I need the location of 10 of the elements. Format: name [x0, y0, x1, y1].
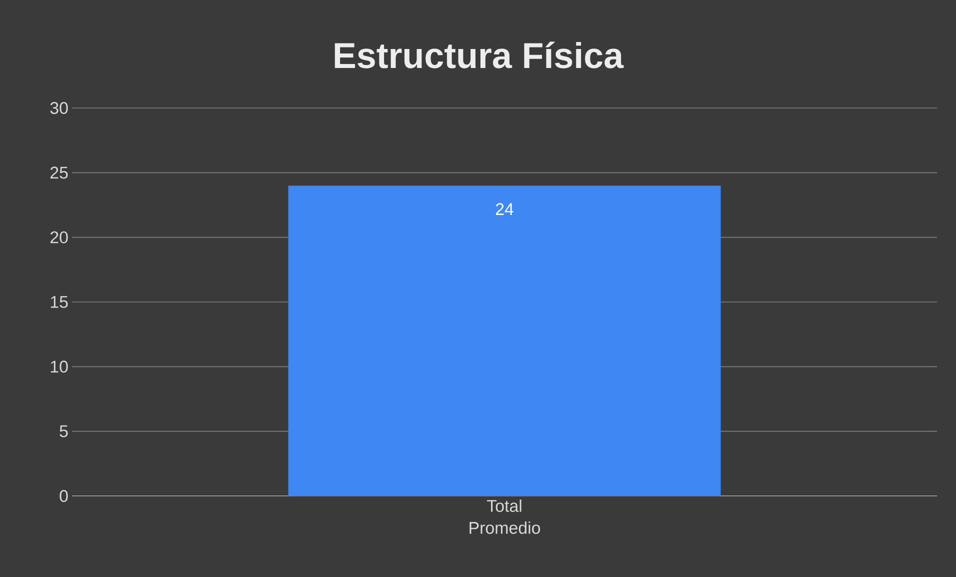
y-tick-label: 30	[50, 102, 68, 114]
x-tick-label: Total Promedio	[470, 500, 540, 534]
y-tick-label: 20	[50, 231, 68, 244]
y-tick-label: 5	[60, 425, 68, 438]
y-tick-label: 25	[50, 166, 68, 179]
y-tick-label: 10	[50, 360, 68, 373]
y-tick-label: 15	[50, 296, 68, 308]
y-tick-label: 0	[60, 490, 68, 502]
data-label: 24	[496, 203, 514, 215]
chart-title: Estructura Física	[334, 42, 624, 68]
